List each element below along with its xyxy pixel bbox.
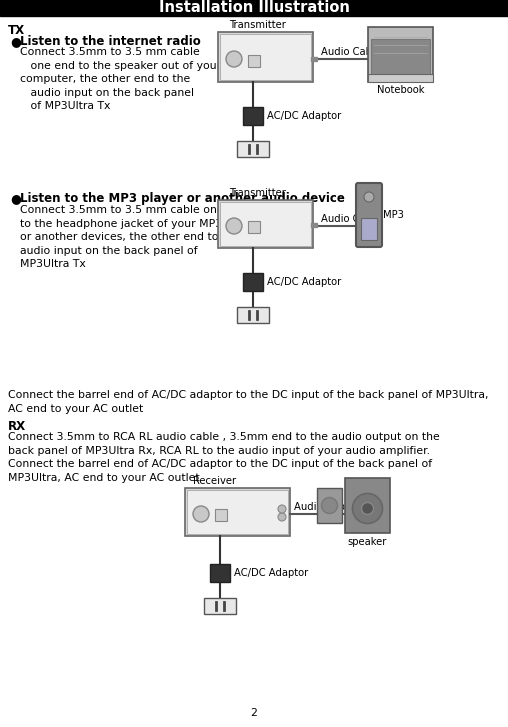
Bar bbox=[371, 39, 430, 79]
Text: Connect 3.5mm to RCA RL audio cable , 3.5mm end to the audio output on the
back : Connect 3.5mm to RCA RL audio cable , 3.… bbox=[8, 432, 440, 483]
Bar bbox=[204, 598, 236, 614]
Bar bbox=[345, 478, 390, 533]
Circle shape bbox=[278, 513, 286, 521]
Text: AC/DC Adaptor: AC/DC Adaptor bbox=[267, 111, 341, 121]
Bar bbox=[311, 57, 317, 61]
Text: MP3: MP3 bbox=[383, 210, 404, 220]
Text: Audio Cable: Audio Cable bbox=[294, 502, 354, 512]
Text: Connect 3.5mm to 3.5 mm cable one end
to the headphone jacket of your MP3 player: Connect 3.5mm to 3.5 mm cable one end to… bbox=[20, 205, 260, 270]
Bar bbox=[185, 488, 290, 536]
Circle shape bbox=[193, 506, 209, 522]
Text: ●: ● bbox=[10, 35, 21, 48]
Text: Transmitter: Transmitter bbox=[229, 20, 286, 30]
Bar bbox=[220, 202, 311, 246]
Text: AC/DC Adaptor: AC/DC Adaptor bbox=[267, 277, 341, 287]
Text: RX: RX bbox=[8, 420, 26, 433]
Circle shape bbox=[322, 497, 337, 513]
Circle shape bbox=[226, 51, 242, 67]
Bar bbox=[248, 221, 260, 233]
Text: Installation Illustration: Installation Illustration bbox=[158, 1, 350, 15]
Circle shape bbox=[278, 505, 286, 513]
FancyBboxPatch shape bbox=[356, 183, 382, 247]
Bar bbox=[237, 141, 269, 157]
Bar bbox=[215, 509, 227, 521]
Circle shape bbox=[364, 192, 374, 202]
Circle shape bbox=[226, 218, 242, 234]
Bar bbox=[368, 74, 433, 82]
Text: TX: TX bbox=[8, 24, 25, 37]
Text: Listen to the MP3 player or another audio device: Listen to the MP3 player or another audi… bbox=[20, 192, 345, 205]
Text: Listen to the internet radio: Listen to the internet radio bbox=[20, 35, 201, 48]
Text: Audio Cable: Audio Cable bbox=[321, 214, 381, 224]
Bar bbox=[368, 27, 433, 82]
Text: Connect the barrel end of AC/DC adaptor to the DC input of the back panel of MP3: Connect the barrel end of AC/DC adaptor … bbox=[8, 390, 489, 414]
Text: 2: 2 bbox=[250, 708, 258, 718]
Bar bbox=[237, 307, 269, 323]
Text: Notebook: Notebook bbox=[377, 85, 424, 95]
Bar bbox=[210, 564, 230, 582]
Bar bbox=[248, 55, 260, 67]
Bar bbox=[218, 200, 313, 248]
Text: AC/DC Adaptor: AC/DC Adaptor bbox=[234, 568, 308, 578]
Text: Audio Cable: Audio Cable bbox=[321, 47, 381, 57]
Bar bbox=[243, 107, 263, 125]
Text: Connect 3.5mm to 3.5 mm cable
   one end to the speaker out of your
computer, th: Connect 3.5mm to 3.5 mm cable one end to… bbox=[20, 47, 221, 111]
Bar bbox=[0, 0, 508, 16]
Circle shape bbox=[362, 502, 373, 515]
Text: Transmitter: Transmitter bbox=[229, 188, 286, 198]
Bar bbox=[243, 273, 263, 291]
Bar bbox=[220, 34, 311, 80]
Bar bbox=[317, 488, 342, 523]
Text: speaker: speaker bbox=[348, 537, 387, 547]
Text: Receiver: Receiver bbox=[194, 476, 237, 486]
Bar bbox=[187, 490, 288, 534]
Bar bbox=[361, 218, 377, 240]
Bar bbox=[311, 223, 317, 227]
Text: ●: ● bbox=[10, 192, 21, 205]
Bar bbox=[218, 32, 313, 82]
Circle shape bbox=[353, 494, 383, 523]
